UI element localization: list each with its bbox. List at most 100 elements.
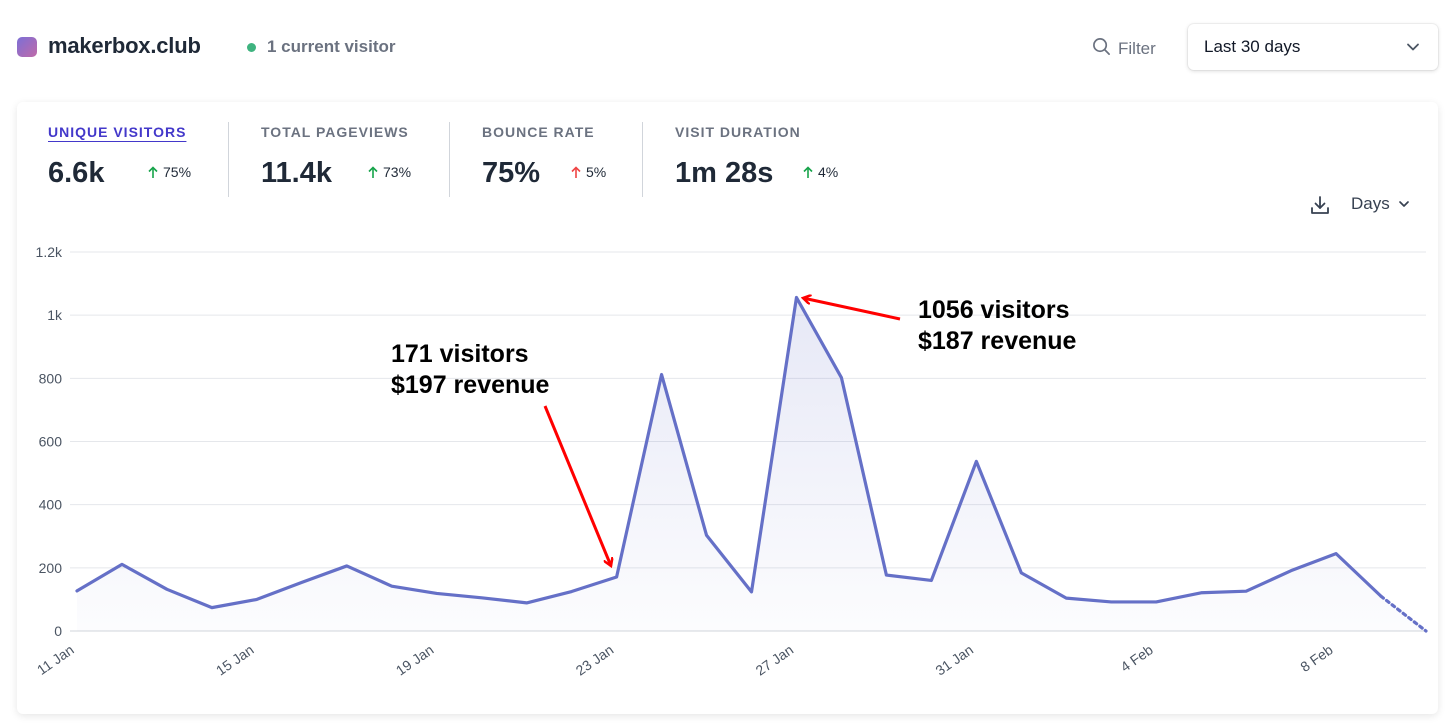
stat-divider: [449, 122, 450, 197]
y-tick-label: 0: [54, 623, 62, 639]
annotation-jan-23: 171 visitors $197 revenue: [391, 339, 549, 401]
period-select[interactable]: Last 30 days: [1188, 24, 1438, 70]
x-tick-label: 19 Jan: [393, 641, 437, 678]
data-point: [885, 573, 888, 576]
stat-change: 5%: [570, 164, 606, 180]
x-tick-label: 4 Feb: [1117, 641, 1156, 675]
stat-value: 11.4k: [261, 157, 332, 189]
data-point: [930, 579, 933, 582]
annotation-visitors: 171 visitors: [391, 340, 529, 368]
data-point: [1020, 571, 1023, 574]
chevron-down-icon: [1398, 201, 1409, 207]
x-tick-label: 31 Jan: [932, 641, 976, 678]
stat-label: VISIT DURATION: [675, 124, 801, 140]
stat-value: 1m 28s: [675, 157, 774, 189]
stat-change-value: 5%: [586, 164, 607, 180]
arrow-up-icon: [571, 165, 581, 178]
stat-change-value: 75%: [163, 164, 192, 180]
stat-change-value: 4%: [818, 164, 839, 180]
series-line-partial: [1379, 594, 1428, 633]
data-point: [525, 601, 528, 604]
data-point: [1110, 600, 1113, 603]
data-point: [750, 590, 753, 593]
filter-label: Filter: [1118, 39, 1156, 58]
y-tick-label: 800: [39, 370, 63, 386]
annotation-arrow: [543, 405, 611, 566]
data-point: [300, 581, 303, 584]
data-point: [120, 563, 123, 566]
data-point: [975, 460, 978, 463]
data-point: [210, 606, 213, 609]
x-tick-label: 23 Jan: [573, 641, 617, 678]
data-point: [345, 564, 348, 567]
data-point: [165, 588, 168, 591]
chevron-down-icon: [1406, 40, 1420, 59]
series-area: [77, 297, 1426, 631]
stat-visit-duration[interactable]: VISIT DURATION 1m 28s 4%: [675, 124, 838, 189]
stat-label: UNIQUE VISITORS: [48, 124, 187, 140]
search-icon: [1092, 37, 1111, 61]
stat-change: 75%: [147, 164, 191, 180]
filter-button[interactable]: Filter: [1092, 37, 1156, 61]
data-point: [1065, 597, 1068, 600]
x-tick-label: 27 Jan: [753, 641, 797, 678]
y-tick-label: 400: [39, 497, 63, 513]
stat-total-pageviews[interactable]: TOTAL PAGEVIEWS 11.4k 73%: [261, 124, 411, 189]
arrow-up-icon: [368, 165, 378, 178]
annotation-revenue: $187 revenue: [918, 327, 1077, 355]
top-bar: makerbox.club 1 current visitor Filter L…: [0, 0, 1456, 96]
annotation-revenue: $197 revenue: [391, 371, 550, 399]
stat-bounce-rate[interactable]: BOUNCE RATE 75% 5%: [482, 124, 606, 189]
data-point: [570, 590, 573, 593]
x-tick-label: 8 Feb: [1297, 641, 1336, 675]
series-line: [75, 295, 1383, 610]
data-point: [840, 376, 843, 379]
annotation-visitors: 1056 visitors: [918, 296, 1070, 324]
live-indicator-icon: [247, 43, 256, 52]
stat-label: TOTAL PAGEVIEWS: [261, 124, 409, 140]
data-point: [705, 534, 708, 537]
x-tick-label: 11 Jan: [34, 641, 77, 678]
stat-value: 75%: [482, 157, 541, 189]
data-point: [75, 589, 78, 592]
data-point: [390, 585, 393, 588]
stat-divider: [642, 122, 643, 197]
data-point: [1379, 595, 1382, 598]
stat-label: BOUNCE RATE: [482, 124, 595, 140]
interval-select[interactable]: Days: [1351, 194, 1410, 214]
data-point: [615, 575, 618, 578]
data-point: [480, 596, 483, 599]
data-point: [1424, 629, 1427, 632]
data-point: [1245, 590, 1248, 593]
annotation-arrow: [803, 298, 901, 321]
data-point: [1200, 591, 1203, 594]
download-button[interactable]: [1310, 195, 1330, 220]
data-point: [255, 598, 258, 601]
stat-change-value: 73%: [383, 164, 412, 180]
period-label: Last 30 days: [1204, 37, 1301, 56]
stat-value: 6.6k: [48, 157, 105, 189]
data-point: [1290, 569, 1293, 572]
arrow-up-icon: [803, 165, 813, 178]
data-point: [795, 296, 798, 299]
stat-change: 4%: [802, 164, 838, 180]
current-visitors-link[interactable]: 1 current visitor: [267, 37, 396, 56]
x-tick-label: 15 Jan: [213, 641, 257, 678]
stat-divider: [228, 122, 229, 197]
arrow-up-icon: [148, 165, 158, 178]
data-point: [1155, 600, 1158, 603]
download-icon: [1311, 196, 1329, 214]
data-point: [435, 592, 438, 595]
stat-change: 73%: [367, 164, 411, 180]
y-tick-label: 200: [39, 560, 63, 576]
site-name[interactable]: makerbox.club: [48, 33, 201, 58]
y-tick-label: 1.2k: [36, 244, 63, 260]
interval-label: Days: [1351, 194, 1390, 213]
annotation-jan-27: 1056 visitors $187 revenue: [918, 295, 1076, 357]
data-point: [1334, 552, 1337, 555]
y-tick-label: 1k: [47, 307, 63, 323]
y-tick-label: 600: [39, 434, 63, 450]
site-logo-icon: [17, 37, 37, 57]
stat-unique-visitors[interactable]: UNIQUE VISITORS 6.6k 75%: [48, 124, 191, 189]
